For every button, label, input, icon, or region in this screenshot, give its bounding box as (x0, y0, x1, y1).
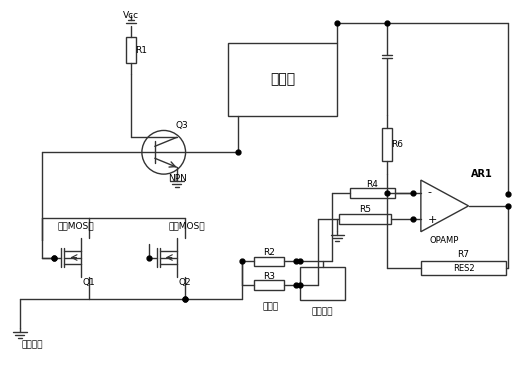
Text: NPN: NPN (168, 174, 187, 183)
Text: AR1: AR1 (470, 169, 492, 179)
Bar (126, 37, 136, 63)
Text: Q2: Q2 (178, 278, 191, 287)
Text: Q1: Q1 (83, 278, 96, 287)
Text: 电池负极: 电池负极 (22, 340, 43, 349)
Text: RES2: RES2 (453, 264, 475, 273)
Text: 充电MOS管: 充电MOS管 (168, 221, 205, 230)
Bar (254, 257, 284, 266)
Bar (229, 43, 338, 116)
Text: +: + (428, 215, 437, 225)
Text: R2: R2 (263, 248, 275, 257)
Text: 放电MOS管: 放电MOS管 (57, 221, 94, 230)
Bar (339, 214, 391, 224)
Text: 放电端口: 放电端口 (312, 308, 333, 317)
Text: Q3: Q3 (175, 121, 188, 130)
Bar (254, 280, 284, 290)
Text: Vcc: Vcc (123, 11, 139, 20)
Text: R4: R4 (366, 180, 378, 189)
Text: R1: R1 (135, 46, 147, 55)
Text: OPAMP: OPAMP (430, 236, 459, 245)
Text: 单片机: 单片机 (270, 72, 295, 86)
Bar (421, 262, 506, 275)
Text: R6: R6 (391, 140, 403, 149)
Text: 康铜丝: 康铜丝 (263, 303, 279, 312)
Text: R5: R5 (359, 205, 371, 214)
Bar (350, 188, 395, 198)
Text: R3: R3 (263, 272, 275, 281)
Bar (300, 267, 345, 300)
Text: -: - (428, 187, 432, 197)
Text: R7: R7 (458, 250, 470, 259)
Bar (382, 128, 392, 161)
